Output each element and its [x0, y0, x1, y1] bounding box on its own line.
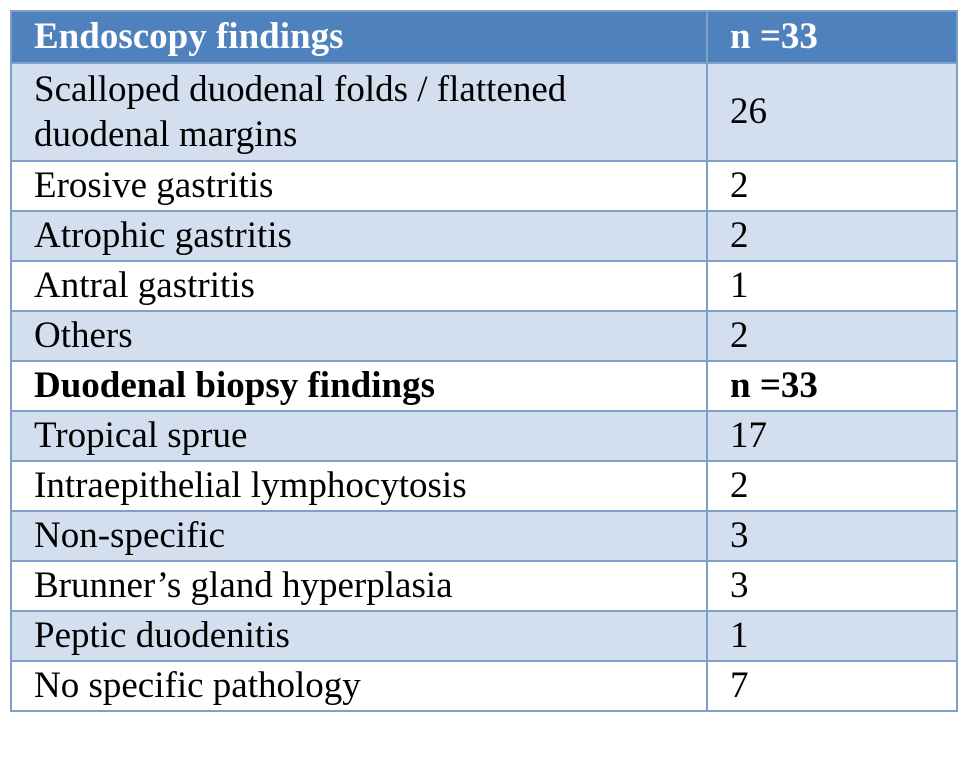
table-row: Tropical sprue 17	[10, 410, 958, 462]
row-value: 17	[706, 410, 958, 462]
row-label: Tropical sprue	[10, 410, 708, 462]
row-value: 1	[706, 260, 958, 312]
row-value: 7	[706, 660, 958, 712]
row-value: 2	[706, 460, 958, 512]
row-value: 3	[706, 560, 958, 612]
section-header-label: Duodenal biopsy findings	[10, 360, 708, 412]
row-label: Peptic duodenitis	[10, 610, 708, 662]
row-label: Scalloped duodenal folds / flattened duo…	[10, 62, 708, 162]
header-label: Endoscopy findings	[10, 10, 708, 64]
row-label: Atrophic gastritis	[10, 210, 708, 262]
row-value: 2	[706, 210, 958, 262]
table-row: Intraepithelial lymphocytosis 2	[10, 460, 958, 512]
row-label: No specific pathology	[10, 660, 708, 712]
table-row: Antral gastritis 1	[10, 260, 958, 312]
table-row: Scalloped duodenal folds / flattened duo…	[10, 62, 958, 162]
header-value: n =33	[706, 10, 958, 64]
row-value: 2	[706, 160, 958, 212]
section-header-row: Duodenal biopsy findings n =33	[10, 360, 958, 412]
row-label: Erosive gastritis	[10, 160, 708, 212]
row-label: Brunner’s gland hyperplasia	[10, 560, 708, 612]
findings-table: Endoscopy findings n =33 Scalloped duode…	[10, 10, 958, 712]
row-value: 3	[706, 510, 958, 562]
row-value: 26	[706, 62, 958, 162]
row-value: 1	[706, 610, 958, 662]
table-row: Others 2	[10, 310, 958, 362]
table-row: Non-specific 3	[10, 510, 958, 562]
table-row: Brunner’s gland hyperplasia 3	[10, 560, 958, 612]
table-row: Atrophic gastritis 2	[10, 210, 958, 262]
section-header-value: n =33	[706, 360, 958, 412]
table-row: No specific pathology 7	[10, 660, 958, 712]
row-label: Intraepithelial lymphocytosis	[10, 460, 708, 512]
row-value: 2	[706, 310, 958, 362]
table-row: Erosive gastritis 2	[10, 160, 958, 212]
row-label: Antral gastritis	[10, 260, 708, 312]
table-row: Peptic duodenitis 1	[10, 610, 958, 662]
row-label: Others	[10, 310, 708, 362]
row-label: Non-specific	[10, 510, 708, 562]
table-header-row: Endoscopy findings n =33	[10, 10, 958, 64]
